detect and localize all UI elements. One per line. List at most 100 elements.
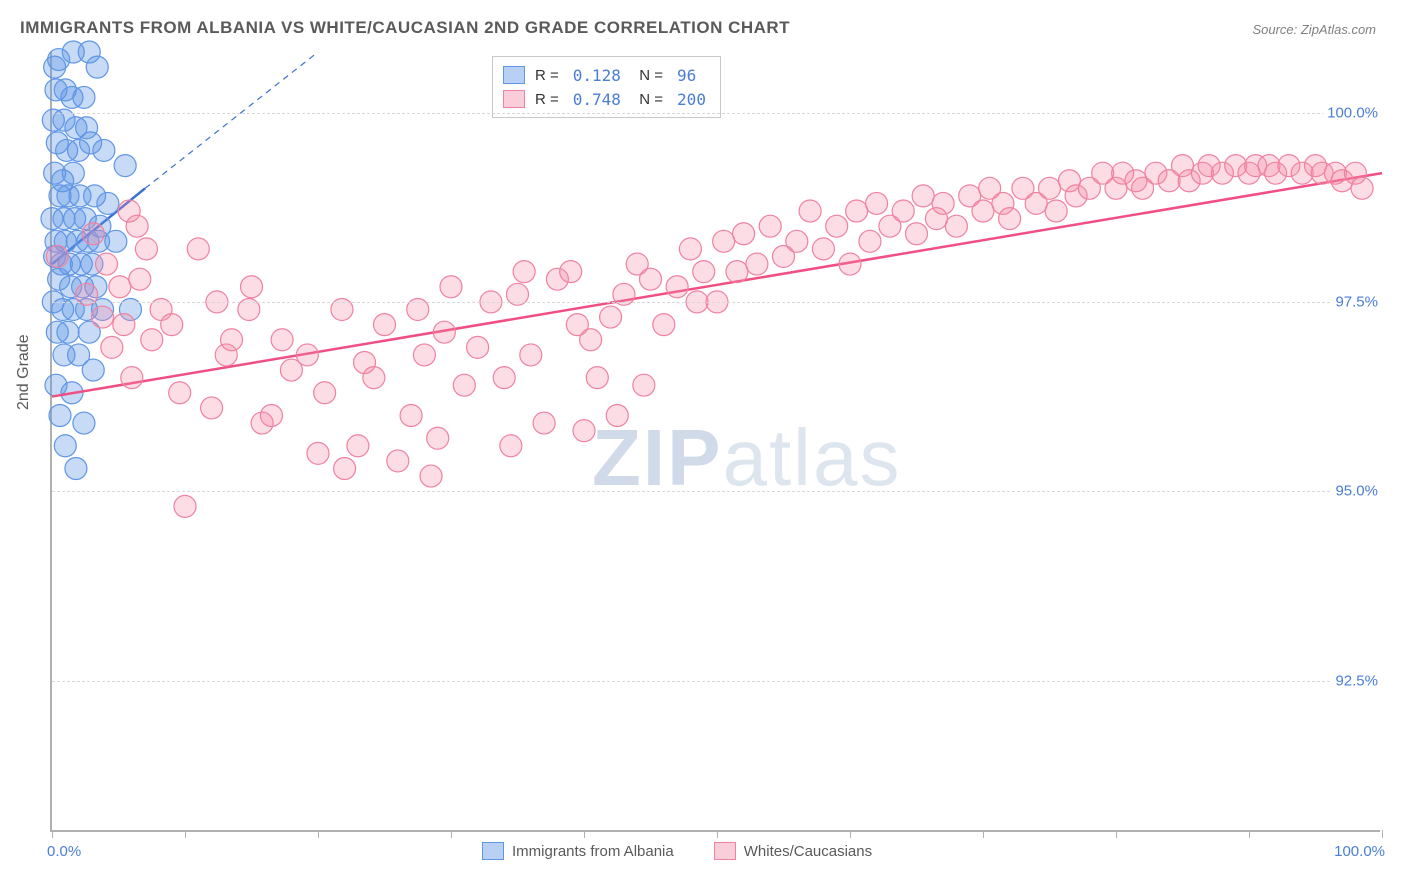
data-point bbox=[653, 314, 675, 336]
y-tick-label: 95.0% bbox=[1331, 483, 1382, 500]
chart-title: IMMIGRANTS FROM ALBANIA VS WHITE/CAUCASI… bbox=[20, 18, 790, 38]
data-point bbox=[174, 495, 196, 517]
data-point bbox=[92, 306, 114, 328]
gridline bbox=[52, 113, 1380, 114]
x-tick bbox=[1382, 830, 1383, 838]
data-point bbox=[121, 367, 143, 389]
data-point bbox=[945, 215, 967, 237]
data-point bbox=[221, 329, 243, 351]
data-point bbox=[65, 458, 87, 480]
data-point bbox=[467, 336, 489, 358]
data-point bbox=[241, 276, 263, 298]
x-tick bbox=[1249, 830, 1250, 838]
data-point bbox=[96, 253, 118, 275]
data-point bbox=[679, 238, 701, 260]
data-point bbox=[296, 344, 318, 366]
gridline bbox=[52, 491, 1380, 492]
data-point bbox=[374, 314, 396, 336]
scatter-svg bbox=[52, 52, 1380, 830]
data-point bbox=[129, 268, 151, 290]
data-point bbox=[759, 215, 781, 237]
data-point bbox=[420, 465, 442, 487]
data-point bbox=[82, 223, 104, 245]
data-point bbox=[733, 223, 755, 245]
x-tick bbox=[1116, 830, 1117, 838]
data-point bbox=[906, 223, 928, 245]
bottom-legend-blue-label: Immigrants from Albania bbox=[512, 843, 674, 860]
data-point bbox=[453, 374, 475, 396]
y-tick-label: 97.5% bbox=[1331, 293, 1382, 310]
data-point bbox=[600, 306, 622, 328]
data-point bbox=[513, 261, 535, 283]
y-tick-label: 100.0% bbox=[1323, 104, 1382, 121]
data-point bbox=[1045, 200, 1067, 222]
data-point bbox=[82, 359, 104, 381]
swatch-blue-icon bbox=[482, 842, 504, 860]
data-point bbox=[586, 367, 608, 389]
data-point bbox=[999, 208, 1021, 230]
data-point bbox=[520, 344, 542, 366]
data-point bbox=[666, 276, 688, 298]
data-point bbox=[826, 215, 848, 237]
data-point bbox=[334, 458, 356, 480]
data-point bbox=[1039, 177, 1061, 199]
data-point bbox=[640, 268, 662, 290]
data-point bbox=[97, 192, 119, 214]
bottom-legend-pink: Whites/Caucasians bbox=[714, 842, 872, 860]
data-point bbox=[73, 86, 95, 108]
data-point bbox=[161, 314, 183, 336]
data-point bbox=[972, 200, 994, 222]
data-point bbox=[912, 185, 934, 207]
data-point bbox=[812, 238, 834, 260]
data-point bbox=[49, 404, 71, 426]
data-point bbox=[726, 261, 748, 283]
data-point bbox=[427, 427, 449, 449]
data-point bbox=[580, 329, 602, 351]
data-point bbox=[54, 435, 76, 457]
data-point bbox=[493, 367, 515, 389]
data-point bbox=[187, 238, 209, 260]
gridline bbox=[52, 681, 1380, 682]
x-tick bbox=[850, 830, 851, 838]
data-point bbox=[113, 314, 135, 336]
data-point bbox=[307, 442, 329, 464]
data-point bbox=[693, 261, 715, 283]
x-tick bbox=[584, 830, 585, 838]
data-point bbox=[846, 200, 868, 222]
data-point bbox=[363, 367, 385, 389]
data-point bbox=[746, 253, 768, 275]
data-point bbox=[86, 56, 108, 78]
data-point bbox=[892, 200, 914, 222]
x-axis-min-label: 0.0% bbox=[47, 843, 81, 860]
data-point bbox=[932, 192, 954, 214]
data-point bbox=[799, 200, 821, 222]
data-point bbox=[533, 412, 555, 434]
bottom-legend-pink-label: Whites/Caucasians bbox=[744, 843, 872, 860]
data-point bbox=[62, 162, 84, 184]
chart-plot-area: ZIPatlas R = 0.128 N = 96 R = 0.748 N = … bbox=[50, 52, 1380, 832]
x-tick bbox=[717, 830, 718, 838]
data-point bbox=[866, 192, 888, 214]
data-point bbox=[105, 230, 127, 252]
data-point bbox=[114, 155, 136, 177]
data-point bbox=[57, 321, 79, 343]
data-point bbox=[573, 420, 595, 442]
data-point bbox=[141, 329, 163, 351]
data-point bbox=[126, 215, 148, 237]
data-point bbox=[400, 404, 422, 426]
data-point bbox=[347, 435, 369, 457]
data-point bbox=[713, 230, 735, 252]
data-point bbox=[101, 336, 123, 358]
y-tick-label: 92.5% bbox=[1331, 672, 1382, 689]
x-tick bbox=[983, 830, 984, 838]
gridline bbox=[52, 302, 1380, 303]
data-point bbox=[786, 230, 808, 252]
source-label: Source: ZipAtlas.com bbox=[1252, 22, 1376, 37]
x-tick bbox=[52, 830, 53, 838]
y-axis-title: 2nd Grade bbox=[15, 334, 33, 410]
data-point bbox=[606, 404, 628, 426]
x-tick bbox=[451, 830, 452, 838]
data-point bbox=[387, 450, 409, 472]
data-point bbox=[109, 276, 131, 298]
data-point bbox=[633, 374, 655, 396]
